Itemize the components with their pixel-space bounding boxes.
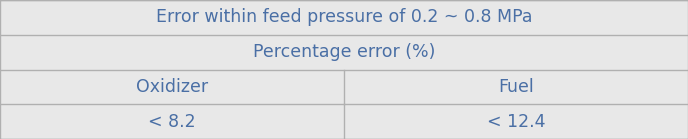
Text: Percentage error (%): Percentage error (%) <box>252 43 436 61</box>
Text: Error within feed pressure of 0.2 ~ 0.8 MPa: Error within feed pressure of 0.2 ~ 0.8 … <box>155 8 533 26</box>
Text: < 12.4: < 12.4 <box>486 113 546 131</box>
Text: < 8.2: < 8.2 <box>148 113 196 131</box>
Text: Oxidizer: Oxidizer <box>136 78 208 96</box>
Text: Fuel: Fuel <box>498 78 534 96</box>
